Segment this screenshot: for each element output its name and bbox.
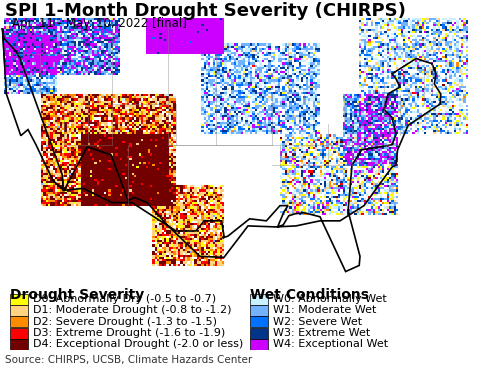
Bar [250,305,268,316]
Bar [250,294,268,305]
Text: Source: CHIRPS, UCSB, Climate Hazards Center: Source: CHIRPS, UCSB, Climate Hazards Ce… [5,355,252,365]
Polygon shape [2,28,441,272]
Text: Apr. 11 - May. 10, 2022 [final]: Apr. 11 - May. 10, 2022 [final] [12,17,187,30]
Text: D4: Exceptional Drought (-2.0 or less): D4: Exceptional Drought (-2.0 or less) [33,339,243,350]
Text: W3: Extreme Wet: W3: Extreme Wet [273,328,370,338]
Text: W1: Moderate Wet: W1: Moderate Wet [273,306,376,316]
Bar [10,328,28,339]
Bar [10,316,28,327]
Bar [10,305,28,316]
Text: D2: Severe Drought (-1.3 to -1.5): D2: Severe Drought (-1.3 to -1.5) [33,317,216,327]
Text: Wet Conditions: Wet Conditions [250,288,369,302]
Text: D3: Extreme Drought (-1.6 to -1.9): D3: Extreme Drought (-1.6 to -1.9) [33,328,225,338]
Bar [250,328,268,339]
Bar [250,316,268,327]
Text: Drought Severity: Drought Severity [10,288,144,302]
Bar [10,339,28,350]
Text: SPI 1-Month Drought Severity (CHIRPS): SPI 1-Month Drought Severity (CHIRPS) [5,2,406,20]
Text: D0: Abnormally Dry (-0.5 to -0.7): D0: Abnormally Dry (-0.5 to -0.7) [33,294,216,304]
Bar [250,339,268,350]
Text: D1: Moderate Drought (-0.8 to -1.2): D1: Moderate Drought (-0.8 to -1.2) [33,306,231,316]
Bar [10,294,28,305]
Text: W4: Exceptional Wet: W4: Exceptional Wet [273,339,388,350]
Text: W2: Severe Wet: W2: Severe Wet [273,317,362,327]
Text: W0: Abnormally Wet: W0: Abnormally Wet [273,294,386,304]
